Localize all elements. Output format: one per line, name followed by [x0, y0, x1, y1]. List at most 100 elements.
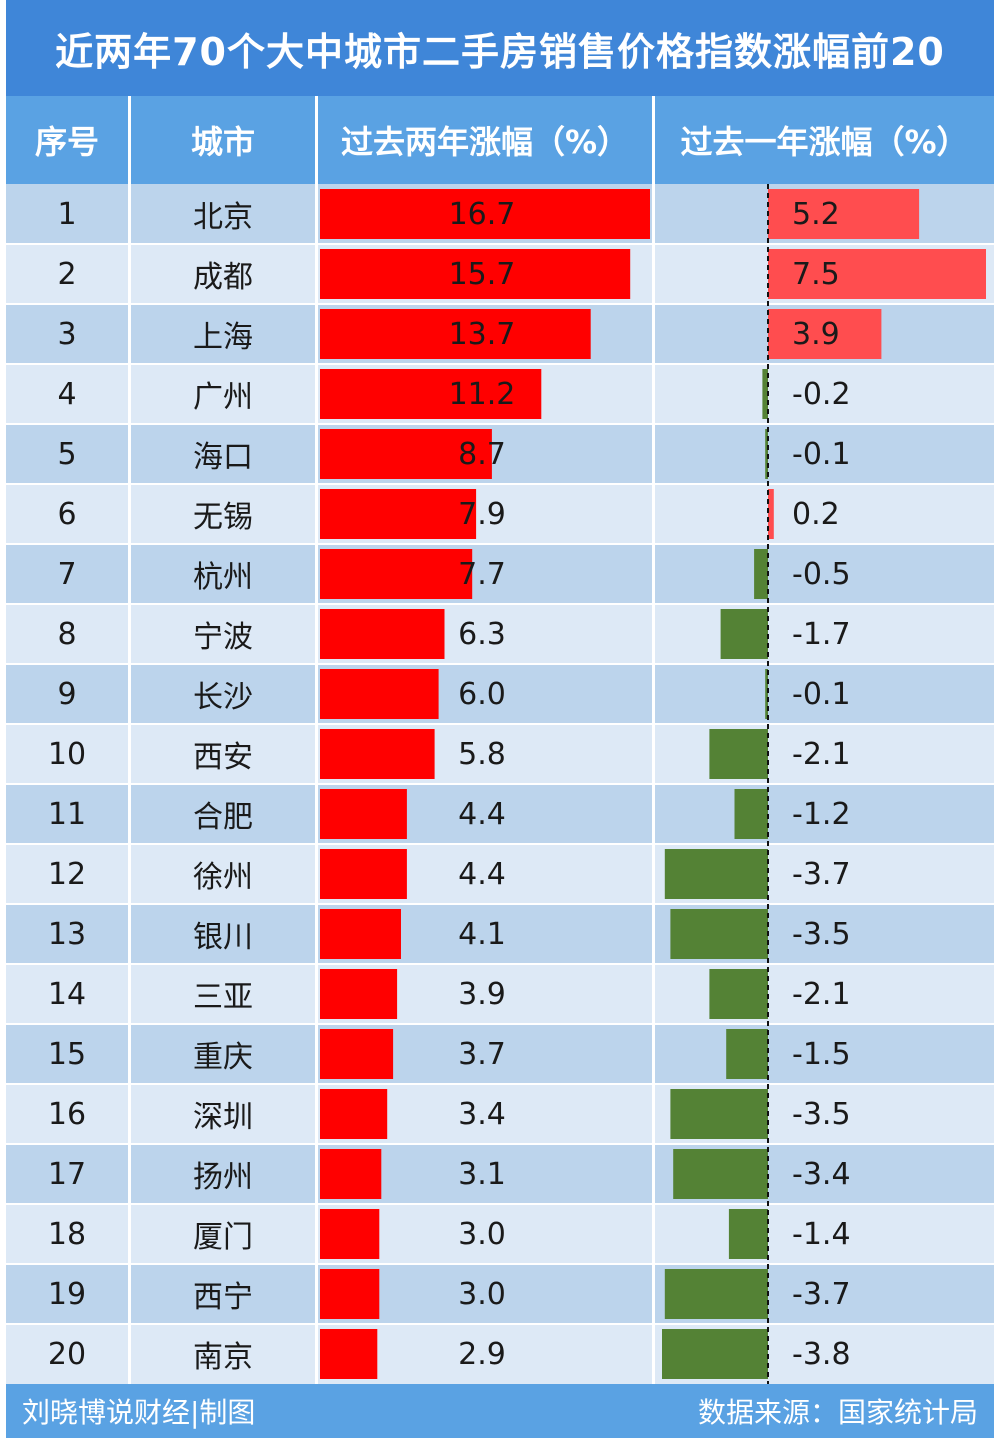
- one-year-bar: [762, 369, 768, 419]
- one-year-bar: [765, 429, 768, 479]
- two-year-bar: [320, 1269, 380, 1319]
- one-year-bar: [673, 1149, 768, 1199]
- two-year-bar: [320, 729, 435, 779]
- one-year-bar: [765, 669, 768, 719]
- city-cell: 北京: [193, 200, 253, 235]
- table-row: 10 西安: [6, 724, 994, 784]
- footer-credit: 刘晓博说财经|制图: [22, 1396, 256, 1429]
- table-row: 6 无锡: [6, 484, 994, 544]
- rank-cell: 4: [57, 376, 77, 412]
- one-year-bar: [768, 189, 920, 239]
- one-year-label: 0.2: [792, 497, 840, 532]
- rank-cell: 16: [47, 1096, 87, 1132]
- two-year-bar: [320, 1329, 378, 1379]
- city-cell: 深圳: [193, 1100, 253, 1135]
- one-year-label: 5.2: [792, 197, 840, 232]
- city-cell: 徐州: [193, 860, 253, 895]
- two-year-bar: [320, 249, 631, 299]
- rank-cell: 11: [47, 796, 87, 832]
- rank-cell: 6: [57, 496, 77, 532]
- one-year-bar: [709, 729, 768, 779]
- city-cell: 扬州: [193, 1160, 253, 1195]
- row-divider: [6, 1203, 994, 1205]
- one-year-label: -3.5: [792, 1097, 851, 1132]
- one-year-label: -3.4: [792, 1157, 851, 1192]
- one-year-label: -0.1: [792, 677, 851, 712]
- two-year-label: 3.0: [458, 1217, 506, 1252]
- header-divider: [652, 96, 655, 184]
- one-year-label: -1.7: [792, 617, 851, 652]
- one-year-label: -1.2: [792, 797, 851, 832]
- one-year-bar: [728, 1209, 768, 1259]
- two-year-bar: [320, 909, 401, 959]
- city-cell: 西宁: [193, 1280, 253, 1315]
- two-year-bar: [320, 1089, 388, 1139]
- one-year-label: -3.8: [792, 1337, 851, 1372]
- two-year-bar: [320, 189, 650, 239]
- one-year-bar: [662, 1329, 768, 1379]
- table-row: 11 合肥: [6, 784, 994, 844]
- row-divider: [6, 663, 994, 665]
- two-year-label: 2.9: [458, 1337, 506, 1372]
- table-row: 9 长沙: [6, 664, 994, 724]
- two-year-bar: [320, 309, 591, 359]
- one-year-label: -3.7: [792, 1277, 851, 1312]
- two-year-label: 11.2: [449, 377, 516, 412]
- footer-bar: 刘晓博说财经|制图 数据来源：国家统计局: [6, 1384, 994, 1438]
- city-cell: 合肥: [193, 800, 253, 835]
- two-year-label: 7.9: [458, 497, 506, 532]
- table-row: 16 深圳: [6, 1084, 994, 1144]
- header-two-year: 过去两年涨幅（%）: [340, 123, 630, 161]
- rank-cell: 7: [57, 556, 77, 592]
- city-cell: 银川: [193, 920, 253, 955]
- header-row: 序号 城市 过去两年涨幅（%） 过去一年涨幅（%）: [6, 96, 994, 184]
- one-year-label: -0.5: [792, 557, 851, 592]
- row-divider: [6, 843, 994, 845]
- two-year-label: 3.4: [458, 1097, 506, 1132]
- table-row: 17 扬州: [6, 1144, 994, 1204]
- one-year-label: -1.5: [792, 1037, 851, 1072]
- table-row: 7 杭州: [6, 544, 994, 604]
- one-year-bar: [720, 609, 768, 659]
- row-divider: [6, 1083, 994, 1085]
- one-year-bar: [768, 249, 986, 299]
- rank-cell: 15: [47, 1036, 87, 1072]
- city-cell: 无锡: [193, 500, 253, 535]
- two-year-label: 16.7: [449, 197, 516, 232]
- one-year-bar: [670, 909, 768, 959]
- city-cell: 长沙: [193, 680, 253, 715]
- one-year-bar: [768, 309, 882, 359]
- two-year-bar: [320, 549, 473, 599]
- rank-cell: 2: [57, 256, 77, 292]
- two-year-bar: [320, 429, 492, 479]
- city-cell: 西安: [193, 740, 253, 775]
- row-divider: [6, 1023, 994, 1025]
- bars-layer: 16.7 5.2 15.7 7.5 13.7 3.9 11.2 -0.2 8.7 -0.1 7.9 0…: [320, 184, 986, 1384]
- rank-cell: 5: [57, 436, 77, 472]
- two-year-bar: [320, 489, 477, 539]
- city-cell: 广州: [193, 380, 253, 415]
- header-rank: 序号: [34, 123, 99, 161]
- one-year-label: -2.1: [792, 977, 851, 1012]
- row-divider: [6, 783, 994, 785]
- two-year-label: 6.3: [458, 617, 506, 652]
- rank-cell: 8: [57, 616, 77, 652]
- city-cell: 上海: [193, 320, 253, 355]
- one-year-bar: [734, 789, 768, 839]
- table-row: 15 重庆: [6, 1024, 994, 1084]
- one-year-bar: [670, 1089, 768, 1139]
- one-year-bar: [754, 549, 768, 599]
- one-year-bar: [709, 969, 768, 1019]
- city-cell: 成都: [193, 260, 253, 295]
- two-year-bar: [320, 369, 542, 419]
- two-year-label: 4.4: [458, 857, 506, 892]
- two-year-bar: [320, 1209, 380, 1259]
- row-divider: [6, 363, 994, 365]
- row-divider: [6, 243, 994, 245]
- row-divider: [6, 903, 994, 905]
- row-divider: [6, 543, 994, 545]
- header-city: 城市: [190, 123, 255, 161]
- table-row: 14 三亚: [6, 964, 994, 1024]
- title-bar: 近两年70个大中城市二手房销售价格指数涨幅前20: [6, 0, 994, 96]
